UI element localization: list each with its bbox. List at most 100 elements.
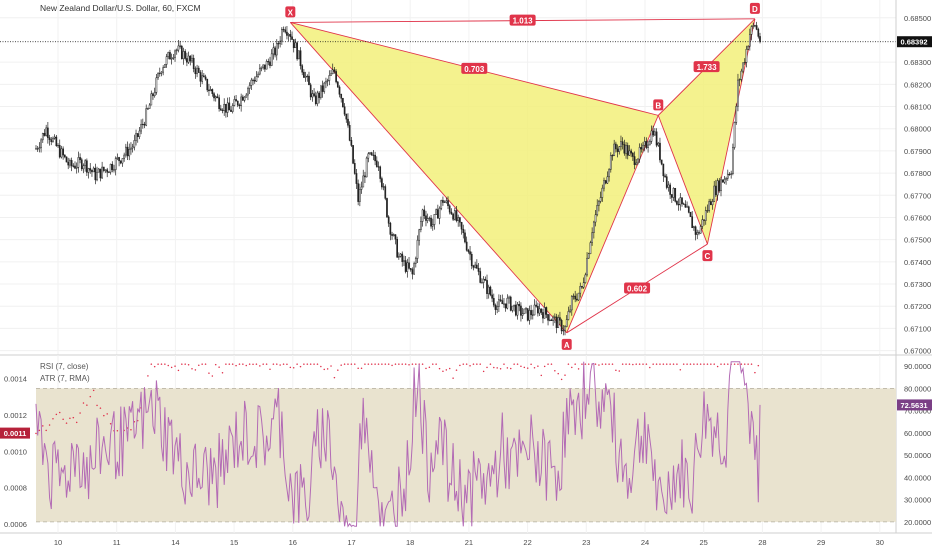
candle-body [443,201,446,203]
candle-body [687,206,690,213]
atr-dot [106,413,108,415]
candle-body [462,228,465,234]
atr-dot [86,404,88,406]
atr-dot [720,363,722,365]
atr-dot [387,363,390,365]
candle-body [564,326,566,331]
candle-body [696,232,699,235]
candle-body [389,222,392,235]
candle-body [165,56,168,65]
candle-body [250,79,253,86]
atr-dot [248,363,251,365]
atr-dot [109,423,112,425]
price-axis[interactable]: 0.68500 0.68300 0.68200 0.68100 0.68000 0.679… [904,14,931,356]
atr-dot [493,366,495,369]
atr-dot [384,363,387,365]
candle-body [330,73,332,76]
candle-body [755,25,758,30]
candle-body [279,40,282,45]
candle-body [730,173,733,175]
candle-body [208,89,210,92]
candle-body [269,61,271,66]
atr-dot [296,363,298,365]
atr-dot [337,369,339,371]
candle-body [84,160,87,167]
candle-body [113,169,115,171]
atr-dot [638,363,641,365]
atr-dot [642,363,644,365]
candle-body [743,62,746,64]
candle-body [660,159,663,165]
atr-dot [516,363,519,365]
candle-body [514,304,517,316]
candle-body [270,53,273,66]
atr-dot [221,371,224,374]
candle-body [297,50,300,60]
candle-body [655,131,658,146]
atr-dot [445,369,448,371]
candle-body [694,226,697,235]
candle-body [106,169,109,173]
candle-body [274,47,276,56]
candle-body [403,260,405,262]
time-tick-label: 21 [465,538,473,547]
price-grid [0,0,896,355]
candle-body [704,210,707,221]
atr-dot [693,363,695,365]
candle-body [414,258,417,264]
pattern-point-c: C [705,252,711,261]
candle-body [191,57,193,62]
candle-body [60,148,63,158]
time-axis[interactable]: 10 11 14 15 16 17 18 21 22 23 24 25 28 29 30 [54,538,884,547]
time-tick-label: 10 [54,538,62,547]
candle-body [294,42,297,49]
candle-body [101,166,103,179]
atr-value-tag-bg [0,427,30,439]
time-tick-label: 25 [700,538,708,547]
candle-body [430,217,432,227]
candle-body [552,316,554,321]
candle-body [511,305,514,311]
atr-dot [377,363,380,365]
atr-dot [652,363,654,365]
candle-body [65,156,68,163]
atr-dot [55,413,58,416]
atr-dot [594,363,597,365]
candle-body [748,34,751,47]
price-tick-label: 0.68200 [904,80,931,89]
candle-body [296,42,298,60]
candle-body [41,132,44,141]
candle-body [284,29,287,33]
candle-body [542,312,544,319]
candle-body [336,81,339,88]
ratio-label: 0.602 [627,284,648,293]
atr-axis[interactable]: 0.0014 0.0012 0.0010 0.0008 0.0006 [4,375,27,529]
candle-body [355,173,358,184]
candle-body [716,180,719,196]
candle-body [438,207,441,219]
candle-body [164,64,166,68]
atr-dot [262,363,264,365]
candle-body [425,215,427,221]
candle-body [38,147,41,149]
candle-body [320,85,322,98]
candle-body [726,173,729,179]
pattern-point-b: B [655,101,661,110]
candle-body [406,262,409,272]
candle-body [364,175,366,178]
candle-body [679,197,682,206]
atr-dot [428,366,431,369]
atr-dot [167,364,170,367]
rsi-axis[interactable]: 90.0000 80.0000 70.0000 60.0000 50.0000 40.00… [904,362,931,527]
price-tick-label: 0.67900 [904,147,931,156]
candle-body [79,157,81,161]
atr-dot [560,378,563,381]
candle-body [242,96,244,101]
candle-body [328,75,331,81]
candle-body [379,166,382,179]
candle-body [399,253,402,257]
atr-dot [194,369,197,371]
candle-body [55,136,58,147]
candle-body [609,155,612,170]
